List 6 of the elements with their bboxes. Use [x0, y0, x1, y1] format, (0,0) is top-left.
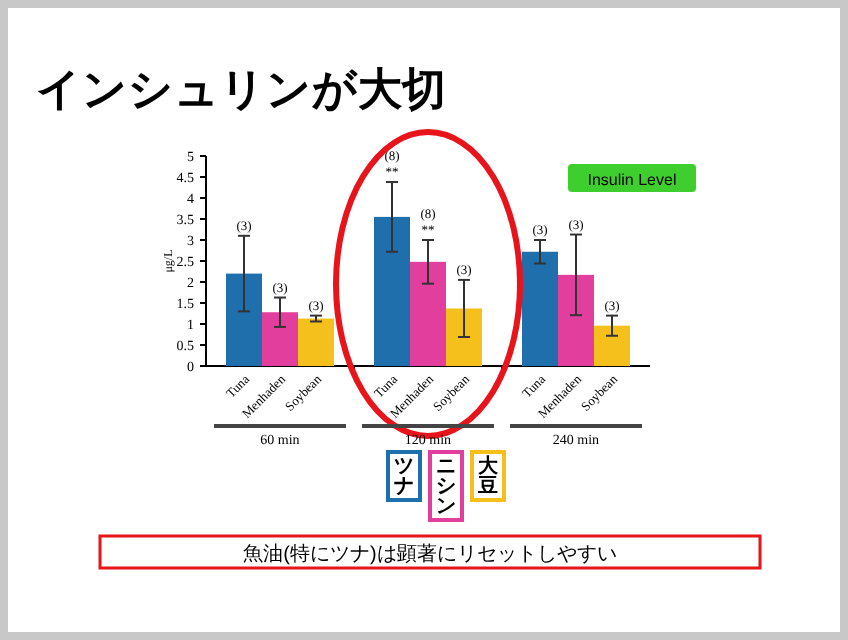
chart-title: インシュリンが大切: [36, 64, 446, 114]
text: ニシン: [436, 456, 456, 518]
text: ツナ: [394, 456, 414, 498]
text: 魚油(特にツナ)は顕著にリセットしやすい: [243, 542, 617, 566]
annotation: Insulin Level: [587, 171, 677, 189]
text: 大豆: [476, 454, 500, 498]
